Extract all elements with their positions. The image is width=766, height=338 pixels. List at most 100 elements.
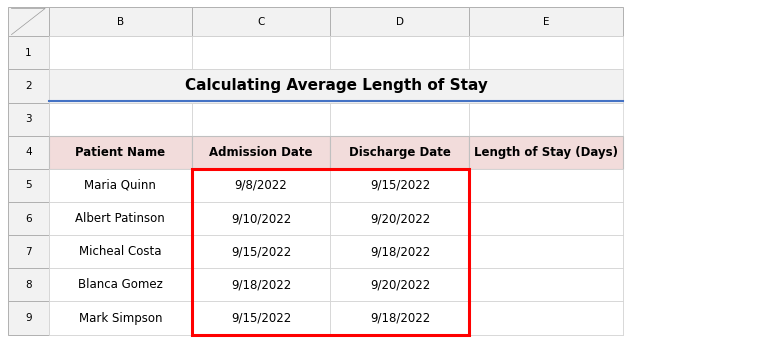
- Bar: [8, 69, 49, 102]
- Bar: [49, 301, 192, 335]
- Text: 6: 6: [25, 214, 31, 224]
- Bar: [49, 169, 192, 202]
- Bar: [192, 268, 330, 301]
- Bar: [8, 235, 49, 268]
- Bar: [330, 268, 470, 301]
- Bar: [470, 301, 624, 335]
- Bar: [192, 268, 330, 301]
- Bar: [49, 7, 192, 36]
- Text: Length of Stay (Days): Length of Stay (Days): [474, 146, 618, 159]
- Bar: [192, 169, 330, 202]
- Bar: [470, 202, 624, 235]
- Bar: [192, 136, 330, 169]
- Bar: [330, 136, 470, 169]
- Bar: [192, 301, 330, 335]
- Bar: [192, 169, 470, 335]
- Bar: [470, 136, 624, 169]
- Text: E: E: [543, 17, 549, 26]
- Bar: [192, 102, 330, 136]
- Bar: [192, 202, 330, 235]
- Bar: [330, 169, 470, 202]
- Bar: [192, 136, 330, 169]
- Bar: [470, 268, 624, 301]
- Text: Calculating Average Length of Stay: Calculating Average Length of Stay: [185, 78, 487, 94]
- Bar: [470, 235, 624, 268]
- Bar: [192, 235, 330, 268]
- Bar: [330, 235, 470, 268]
- Text: 9/20/2022: 9/20/2022: [370, 212, 430, 225]
- Text: 2: 2: [25, 81, 31, 91]
- Text: 9/15/2022: 9/15/2022: [231, 245, 291, 258]
- Text: 7: 7: [25, 247, 31, 257]
- Text: Discharge Date: Discharge Date: [349, 146, 451, 159]
- Text: B: B: [116, 17, 124, 26]
- Bar: [330, 69, 470, 102]
- Bar: [8, 202, 49, 235]
- Bar: [8, 136, 49, 169]
- Bar: [8, 102, 49, 136]
- Text: 9/15/2022: 9/15/2022: [231, 312, 291, 324]
- Text: Mark Simpson: Mark Simpson: [78, 312, 162, 324]
- Text: 1: 1: [25, 48, 31, 58]
- Text: C: C: [257, 17, 265, 26]
- Bar: [49, 136, 192, 169]
- Bar: [192, 7, 330, 36]
- Bar: [49, 202, 192, 235]
- Text: 9/15/2022: 9/15/2022: [370, 179, 430, 192]
- Bar: [192, 202, 330, 235]
- Text: D: D: [396, 17, 404, 26]
- Bar: [330, 102, 470, 136]
- Bar: [330, 202, 470, 235]
- Bar: [192, 36, 330, 69]
- Bar: [470, 136, 624, 169]
- Text: 9/10/2022: 9/10/2022: [231, 212, 291, 225]
- Bar: [8, 268, 49, 301]
- Bar: [192, 169, 330, 202]
- Bar: [8, 301, 49, 335]
- Bar: [8, 36, 49, 69]
- Bar: [49, 69, 192, 102]
- Bar: [49, 235, 192, 268]
- Text: 9/18/2022: 9/18/2022: [370, 312, 430, 324]
- Bar: [192, 69, 330, 102]
- Text: Micheal Costa: Micheal Costa: [79, 245, 162, 258]
- Text: 9/18/2022: 9/18/2022: [231, 279, 291, 291]
- Bar: [330, 36, 470, 69]
- Bar: [49, 268, 192, 301]
- Bar: [470, 7, 624, 36]
- Text: 9: 9: [25, 313, 31, 323]
- Bar: [49, 301, 192, 335]
- Bar: [470, 169, 624, 202]
- Bar: [470, 235, 624, 268]
- Text: 4: 4: [25, 147, 31, 157]
- Bar: [192, 301, 330, 335]
- Text: 9/8/2022: 9/8/2022: [234, 179, 287, 192]
- Text: 3: 3: [25, 114, 31, 124]
- Bar: [49, 102, 192, 136]
- Bar: [330, 301, 470, 335]
- Bar: [470, 268, 624, 301]
- Bar: [470, 69, 624, 102]
- Bar: [49, 202, 192, 235]
- Bar: [49, 268, 192, 301]
- Bar: [8, 7, 49, 36]
- Bar: [470, 102, 624, 136]
- Bar: [470, 301, 624, 335]
- Bar: [49, 69, 624, 102]
- Text: Admission Date: Admission Date: [209, 146, 313, 159]
- Bar: [330, 301, 470, 335]
- Text: Blanca Gomez: Blanca Gomez: [78, 279, 162, 291]
- Text: Albert Patinson: Albert Patinson: [75, 212, 165, 225]
- Text: 8: 8: [25, 280, 31, 290]
- Text: Maria Quinn: Maria Quinn: [84, 179, 156, 192]
- Bar: [330, 202, 470, 235]
- Text: 9/18/2022: 9/18/2022: [370, 245, 430, 258]
- Bar: [470, 202, 624, 235]
- Bar: [192, 235, 330, 268]
- Bar: [330, 136, 470, 169]
- Text: 5: 5: [25, 180, 31, 190]
- Bar: [330, 7, 470, 36]
- Bar: [8, 169, 49, 202]
- Bar: [330, 268, 470, 301]
- Bar: [49, 136, 192, 169]
